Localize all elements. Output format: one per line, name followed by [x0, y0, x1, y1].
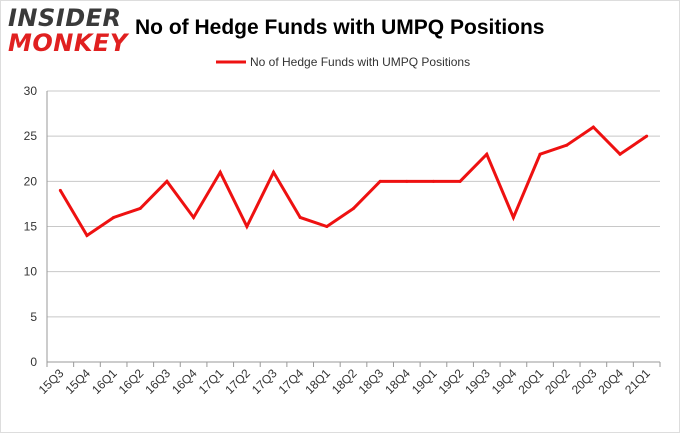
x-tick-label-16Q2: 16Q2: [116, 366, 147, 397]
x-tick-label-18Q2: 18Q2: [329, 366, 360, 397]
x-tick-label-19Q4: 19Q4: [489, 366, 520, 397]
data-point-18Q1: [325, 225, 329, 228]
x-tick-label-18Q3: 18Q3: [356, 366, 387, 397]
insider-monkey-logo: INSIDER MONKEY: [8, 6, 128, 55]
data-point-15Q3: [58, 188, 62, 192]
data-point-19Q3: [485, 152, 489, 156]
data-point-17Q2: [245, 225, 249, 228]
data-point-17Q3: [272, 170, 276, 174]
legend: No of Hedge Funds with UMPQ Positions: [216, 55, 470, 69]
x-tick-label-20Q4: 20Q4: [595, 366, 626, 397]
grid-layer: [47, 90, 660, 363]
x-tick-label-17Q2: 17Q2: [222, 366, 253, 397]
data-point-20Q3: [591, 125, 595, 129]
x-tick-label-18Q1: 18Q1: [302, 366, 333, 397]
x-tick-label-19Q3: 19Q3: [462, 366, 493, 397]
x-tick-label-20Q1: 20Q1: [516, 366, 547, 397]
x-tick-label-21Q1: 21Q1: [622, 366, 653, 397]
x-tick-label-16Q4: 16Q4: [169, 366, 200, 397]
y-tick-label: 30: [24, 84, 38, 98]
y-tick-label: 25: [24, 129, 38, 143]
y-tick-label: 10: [24, 265, 38, 279]
y-tick-label: 20: [24, 174, 38, 188]
x-tick-label-17Q3: 17Q3: [249, 366, 280, 397]
data-point-20Q1: [538, 152, 542, 156]
data-point-19Q4: [511, 215, 515, 219]
data-point-20Q2: [565, 143, 569, 147]
x-tick-label-15Q4: 15Q4: [62, 366, 93, 397]
data-point-16Q2: [138, 206, 142, 210]
x-tick-label-17Q1: 17Q1: [196, 366, 227, 397]
x-tick-label-15Q3: 15Q3: [36, 366, 67, 397]
x-tick-label-18Q4: 18Q4: [382, 366, 413, 397]
data-point-16Q3: [165, 179, 169, 183]
x-tick-label-16Q1: 16Q1: [89, 366, 120, 397]
data-point-16Q1: [112, 215, 116, 219]
x-tick-label-19Q2: 19Q2: [436, 366, 467, 397]
data-point-20Q4: [618, 152, 622, 156]
x-tick-label-20Q3: 20Q3: [569, 366, 600, 397]
data-point-17Q1: [218, 170, 222, 174]
data-point-18Q3: [378, 179, 382, 183]
x-tick-label-20Q2: 20Q2: [542, 366, 573, 397]
x-tick-label-16Q3: 16Q3: [142, 366, 173, 397]
data-point-15Q4: [85, 234, 89, 238]
y-tick-label: 15: [24, 220, 38, 234]
series-layer: [58, 125, 649, 238]
axis-layer: 0 5 10 15 20 25 30 15Q315Q416Q116Q216Q316Q417Q1…: [24, 84, 661, 397]
logo-text-top: INSIDER: [8, 4, 122, 32]
chart-title: No of Hedge Funds with UMPQ Positions: [135, 16, 545, 39]
data-point-17Q4: [298, 215, 302, 219]
data-point-18Q4: [405, 179, 409, 183]
legend-label: No of Hedge Funds with UMPQ Positions: [250, 55, 470, 69]
logo-text-bottom: MONKEY: [8, 29, 128, 57]
y-tick-label: 5: [30, 310, 37, 324]
data-point-18Q2: [352, 206, 355, 210]
x-tick-label-17Q4: 17Q4: [276, 366, 307, 397]
y-tick-label: 0: [30, 355, 37, 369]
data-point-21Q1: [645, 134, 649, 138]
data-point-19Q1: [431, 179, 435, 183]
data-point-16Q4: [192, 215, 196, 219]
x-tick-label-19Q1: 19Q1: [409, 366, 440, 397]
data-point-19Q2: [458, 179, 462, 183]
